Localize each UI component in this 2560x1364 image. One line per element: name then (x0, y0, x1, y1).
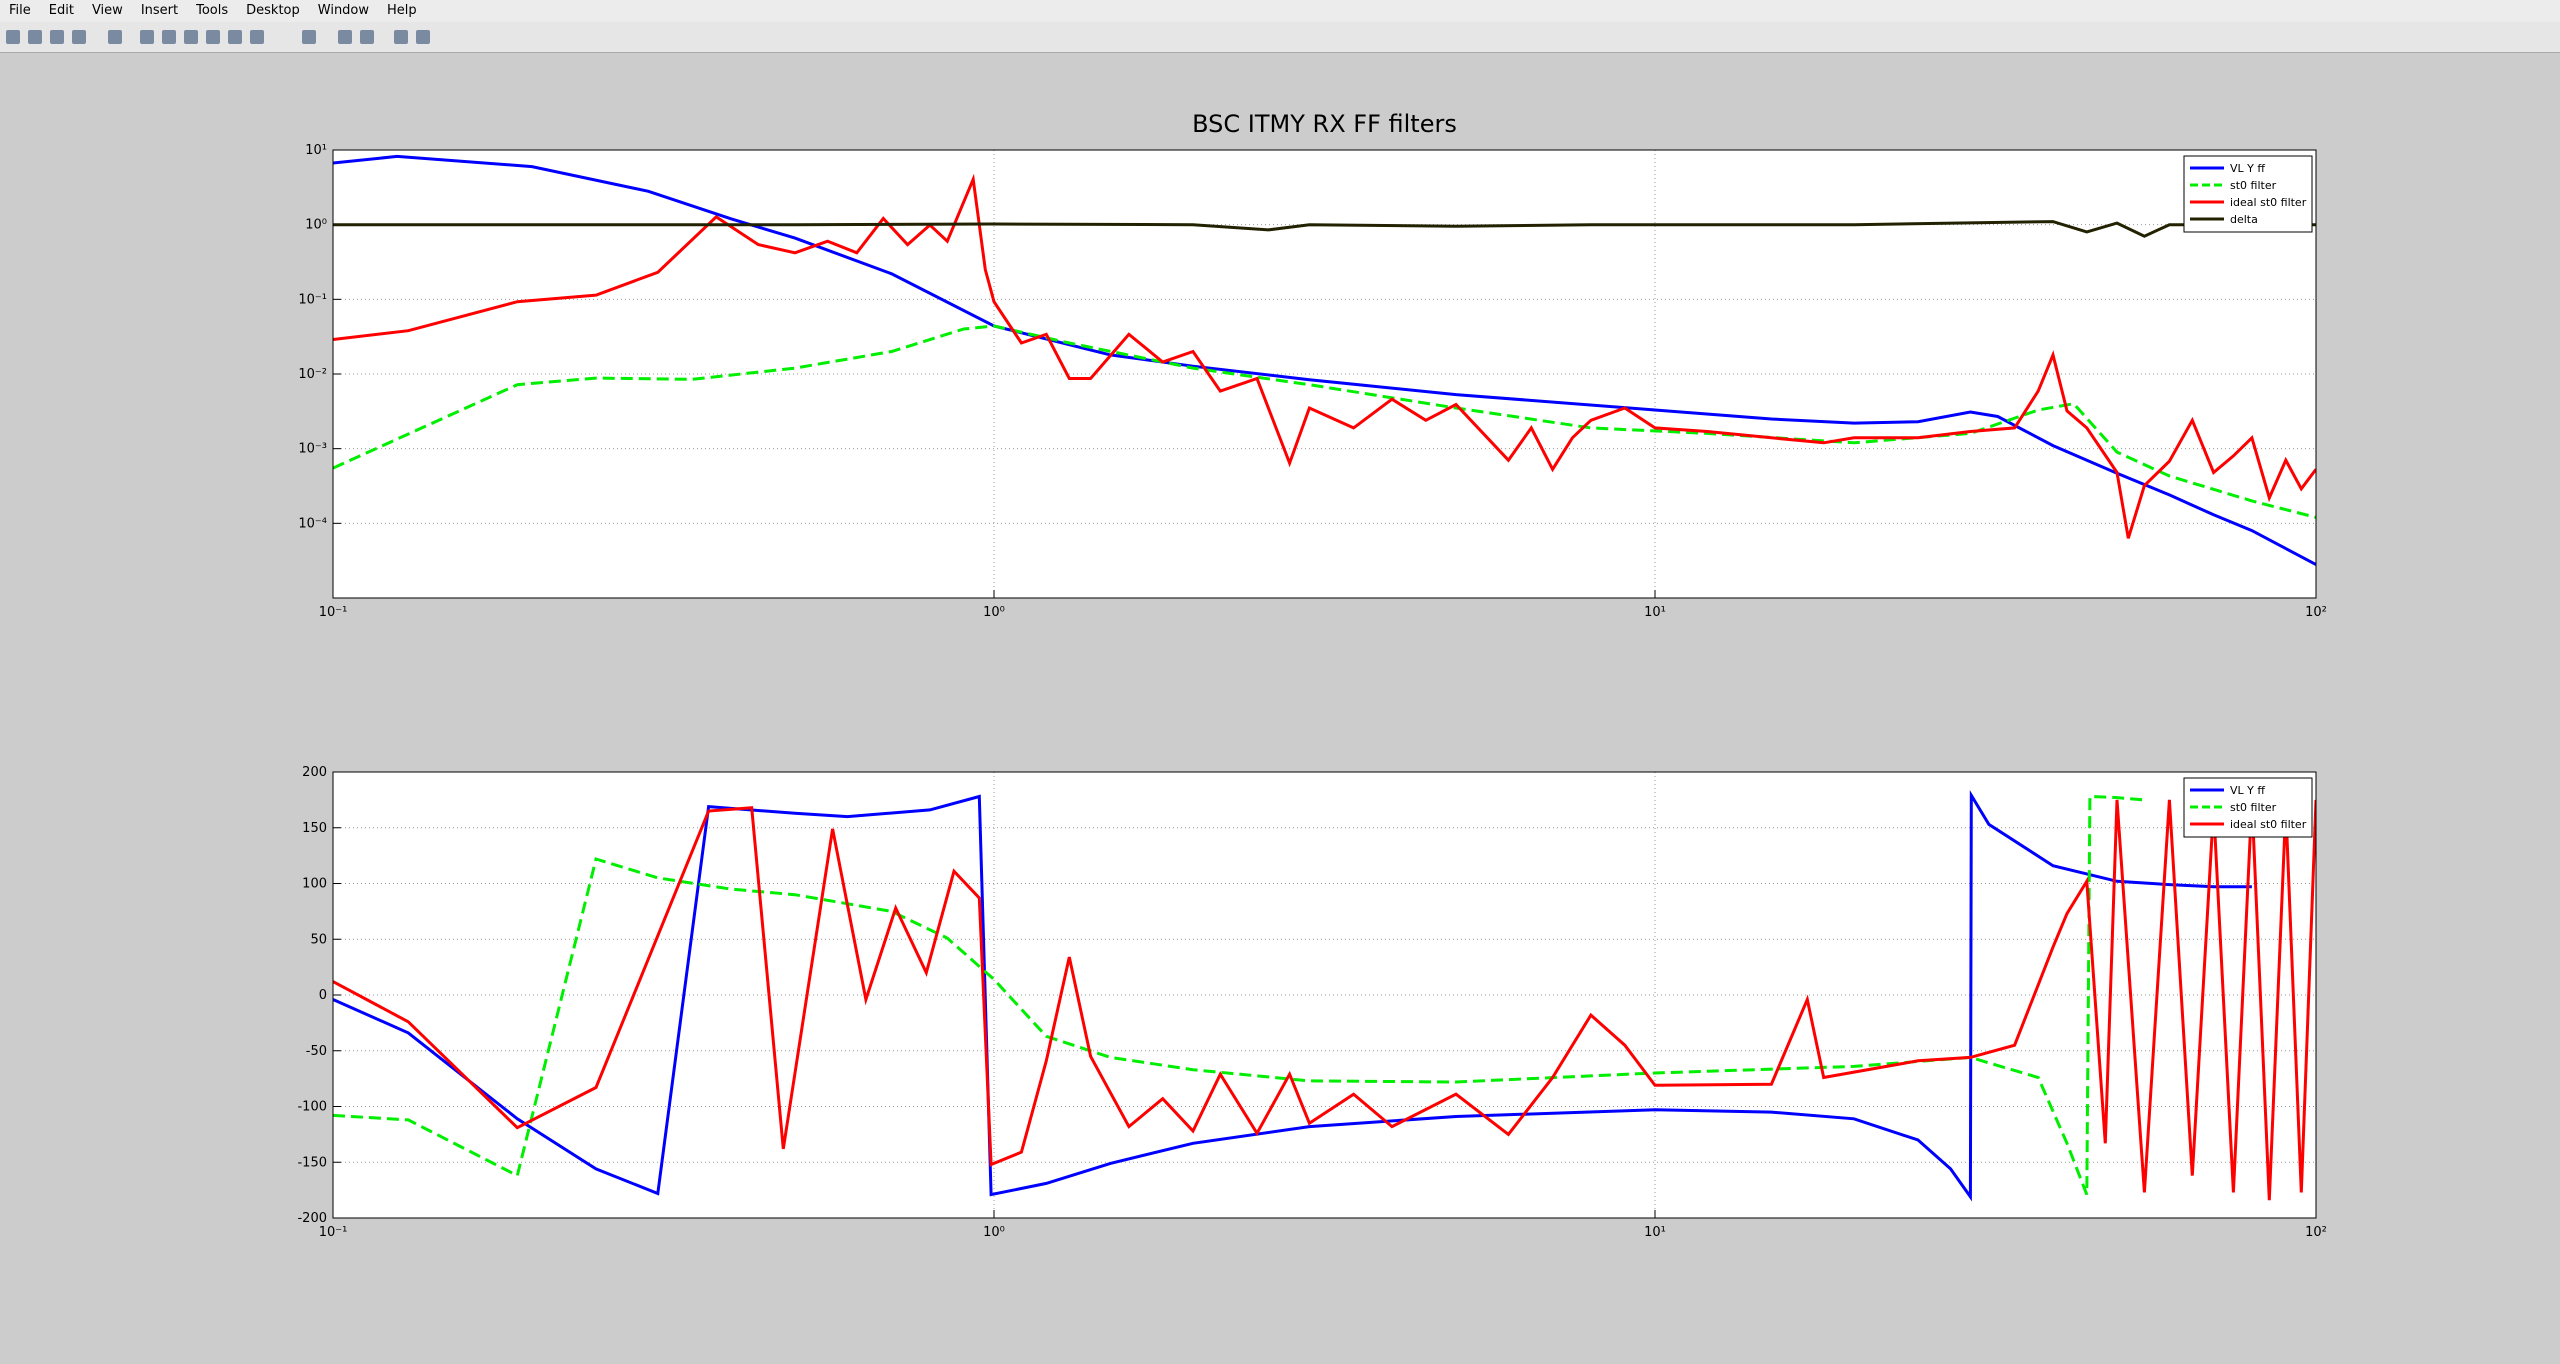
series-line (333, 154, 2316, 566)
axes-background (333, 150, 2316, 598)
y-tick-label: 10⁻⁴ (298, 516, 327, 531)
series-line (333, 794, 2145, 1196)
tool-icon[interactable] (28, 30, 42, 44)
y-tick-label: -150 (297, 1155, 327, 1170)
x-tick-label: 10² (2305, 1225, 2327, 1240)
tool-icon[interactable] (108, 30, 122, 44)
y-tick-label: 50 (310, 932, 327, 947)
axes-frame (332, 771, 2317, 1219)
series-line (333, 324, 2316, 519)
menu-bar: File Edit View Insert Tools Desktop Window Help (0, 0, 2560, 22)
tool-icon[interactable] (302, 30, 316, 44)
tool-icon[interactable] (360, 30, 374, 44)
series-line (333, 790, 2252, 1202)
x-tick-label: 10⁰ (983, 1225, 1005, 1240)
tool-icon[interactable] (416, 30, 430, 44)
legend-label: ideal st0 filter (2230, 196, 2307, 209)
tool-icon[interactable] (228, 30, 242, 44)
menu-item[interactable]: View (91, 3, 123, 18)
tool-icon[interactable] (162, 30, 176, 44)
legend-label: st0 filter (2230, 179, 2277, 192)
y-tick-label: -200 (297, 1211, 327, 1226)
legend-label: st0 filter (2230, 801, 2277, 814)
axes-background (333, 772, 2316, 1218)
y-tick-label: 10⁻¹ (298, 292, 327, 307)
y-tick-label: 150 (302, 821, 327, 836)
x-tick-label: 10¹ (1644, 1225, 1666, 1240)
x-tick-label: 10⁰ (983, 605, 1005, 620)
menu-item[interactable]: Edit (48, 3, 74, 18)
y-tick-label: 10⁻² (298, 367, 327, 382)
series-line (333, 173, 2316, 539)
tool-icon[interactable] (250, 30, 264, 44)
menu-item[interactable]: Tools (196, 3, 229, 18)
y-tick-label: 10⁻³ (298, 442, 327, 457)
y-tick-label: 10⁰ (305, 218, 327, 233)
axes-frame (332, 149, 2317, 599)
tool-icon[interactable] (50, 30, 64, 44)
y-tick-label: -100 (297, 1100, 327, 1115)
tool-icon[interactable] (338, 30, 352, 44)
legend-label: VL Y ff (2230, 162, 2265, 175)
x-tick-label: 10² (2305, 605, 2327, 620)
tool-icon[interactable] (6, 30, 20, 44)
legend-label: VL Y ff (2230, 784, 2265, 797)
toolbar (0, 22, 2560, 53)
series-line (333, 220, 2316, 238)
tool-icon[interactable] (394, 30, 408, 44)
menu-item[interactable]: File (9, 3, 31, 18)
legend-label: delta (2230, 213, 2258, 226)
menu-item[interactable]: Window (317, 3, 370, 18)
series-line (333, 799, 2316, 1201)
y-tick-label: 100 (302, 877, 327, 892)
y-tick-label: 0 (319, 988, 327, 1003)
y-tick-label: 10¹ (305, 143, 327, 158)
legend-label: ideal st0 filter (2230, 818, 2307, 831)
y-tick-label: 200 (302, 765, 327, 780)
x-tick-label: 10¹ (1644, 605, 1666, 620)
x-tick-label: 10⁻¹ (319, 1225, 348, 1240)
tool-icon[interactable] (184, 30, 198, 44)
chart-title: BSC ITMY RX FF filters (1192, 110, 1457, 138)
menu-item[interactable]: Insert (140, 3, 179, 18)
x-tick-label: 10⁻¹ (319, 605, 348, 620)
tool-icon[interactable] (72, 30, 86, 44)
menu-item[interactable]: Desktop (246, 3, 300, 18)
tool-icon[interactable] (140, 30, 154, 44)
y-tick-label: -50 (306, 1044, 327, 1059)
tool-icon[interactable] (206, 30, 220, 44)
menu-item[interactable]: Help (387, 3, 417, 18)
